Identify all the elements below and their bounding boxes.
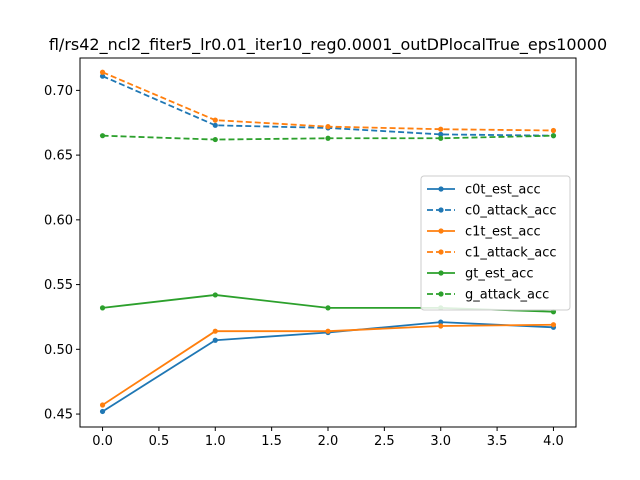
legend-marker-c1_attack_acc [438,249,444,255]
legend-marker-c0t_est_acc [438,186,444,192]
x-tick-label: 1.5 [261,434,282,449]
data-point-c1t_est_acc-2 [325,328,331,334]
y-tick-label: 0.55 [44,278,73,293]
data-point-c1_attack_acc-4 [550,127,557,134]
legend-marker-gt_est_acc [438,270,444,276]
data-point-g_attack_acc-3 [438,135,444,141]
data-point-c1_attack_acc-3 [438,126,444,132]
x-tick-label: 3.0 [430,434,451,449]
data-point-c1t_est_acc-0 [99,402,106,408]
data-point-c0t_est_acc-0 [99,408,106,415]
data-point-gt_est_acc-2 [325,305,331,311]
legend-label: c0t_est_acc [465,183,541,198]
legend-box [420,175,571,311]
data-point-gt_est_acc-0 [99,305,106,311]
legend-marker-c1t_est_acc [438,228,444,234]
x-tick-label: 0.5 [149,434,170,449]
data-point-g_attack_acc-2 [325,135,331,141]
data-point-c1t_est_acc-1 [212,328,218,334]
y-tick-label: 0.70 [44,84,73,99]
data-point-c1t_est_acc-3 [438,323,444,329]
y-tick-label: 0.60 [44,213,73,228]
data-point-c0_attack_acc-1 [212,122,218,128]
data-point-c1_attack_acc-0 [99,69,106,75]
data-point-g_attack_acc-0 [99,133,106,139]
x-tick-label: 4.0 [543,434,564,449]
y-tick-label: 0.65 [44,149,73,164]
legend-label: c1_attack_acc [465,246,556,261]
data-point-c1_attack_acc-1 [212,117,218,123]
data-point-c0_attack_acc-3 [438,131,444,137]
data-point-c1t_est_acc-4 [550,322,557,328]
legend-label: g_attack_acc [465,288,549,303]
data-point-c0t_est_acc-3 [438,319,444,325]
data-point-gt_est_acc-1 [212,292,218,298]
data-point-c0t_est_acc-1 [212,337,218,343]
data-point-g_attack_acc-1 [212,136,218,143]
data-point-c1_attack_acc-2 [325,124,331,130]
axes-layer: 0.0 0.5 1.0 1.5 2.0 2.5 3.0 3.5 4.0 0.45 0.50 0.55 0… [44,57,577,449]
x-tick-label: 3.5 [487,434,508,449]
data-point-g_attack_acc-4 [550,133,557,139]
legend-label: gt_est_acc [465,267,533,282]
series-line-c1t_est_acc [102,323,554,406]
legend: c0t_est_acc c0_attack_acc c1t_est_acc c1_at… [420,175,571,311]
y-tick-label: 0.50 [44,343,73,358]
chart-title: fl/rs42_ncl2_fiter5_lr0.01_iter10_reg0.0… [49,35,607,55]
series-line-c1_attack_acc [102,71,554,132]
y-tick-label: 0.45 [44,408,73,423]
legend-label: c1t_est_acc [465,225,541,240]
data-point-c0_attack_acc-0 [99,73,106,79]
series-line-c0t_est_acc [102,321,554,413]
x-tick-label: 2.5 [374,434,395,449]
x-tick-label: 0.0 [92,434,113,449]
x-tick-label: 1.0 [205,434,226,449]
legend-marker-g_attack_acc [438,291,444,297]
legend-marker-c0_attack_acc [438,207,444,213]
x-tick-label: 2.0 [318,434,339,449]
legend-label: c0_attack_acc [465,204,556,219]
